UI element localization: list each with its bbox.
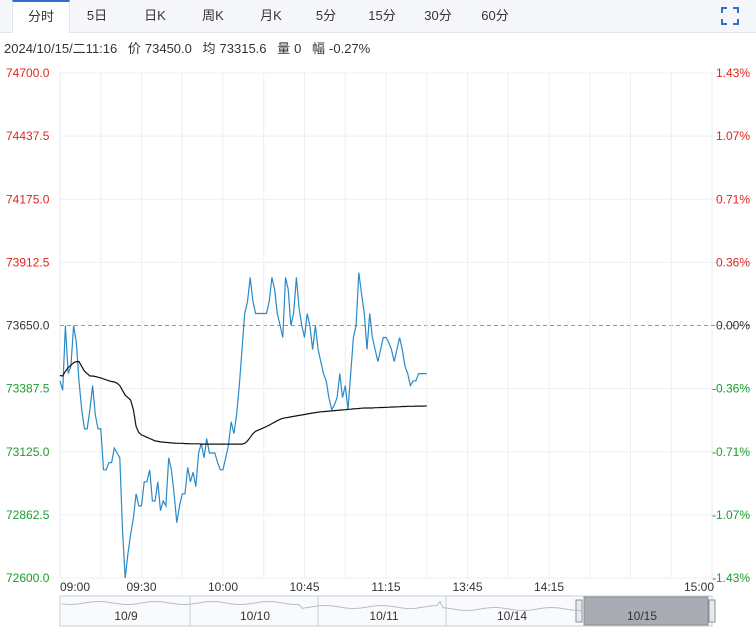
price-label: 价: [127, 41, 141, 56]
y-tick-left: 74175.0: [6, 192, 50, 206]
y-tick-left: 73125.0: [6, 445, 50, 459]
y-tick-right: -1.07%: [712, 508, 750, 522]
tab-3[interactable]: 周K: [202, 8, 224, 23]
navigator-handle-right[interactable]: [708, 599, 716, 623]
tab-2[interactable]: 日K: [144, 8, 166, 23]
x-tick-label: 13:45: [452, 580, 482, 594]
x-tick-label: 10:45: [289, 580, 319, 594]
navigator-mini-trend: [61, 600, 581, 612]
x-tick-label: 11:15: [371, 580, 400, 594]
tab-0[interactable]: 分时: [12, 0, 70, 33]
tab-4[interactable]: 月K: [260, 8, 282, 23]
tab-6[interactable]: 15分: [368, 8, 396, 23]
tab-1[interactable]: 5日: [86, 8, 108, 23]
navigator-selection[interactable]: [583, 596, 709, 626]
volume-label: 量: [277, 41, 291, 56]
y-tick-left: 72862.5: [6, 508, 50, 522]
navigator-date-label: 10/10: [240, 609, 270, 623]
x-tick-label: 09:00: [60, 580, 90, 594]
y-tick-left: 73912.5: [6, 255, 50, 269]
y-tick-left: 72600.0: [6, 571, 50, 585]
y-tick-right: 1.07%: [716, 129, 750, 143]
navigator-date-label: 10/14: [497, 609, 527, 623]
y-tick-left: 73650.0: [6, 319, 50, 333]
navigator-date-label: 10/9: [114, 609, 138, 623]
price-value: 73450.0: [144, 41, 192, 56]
avg-value: 73315.6: [219, 41, 267, 56]
expand-icon[interactable]: [720, 6, 740, 26]
y-tick-right: -1.43%: [712, 571, 750, 585]
tab-7[interactable]: 30分: [424, 8, 452, 23]
x-tick-label: 09:30: [126, 580, 156, 594]
range-label: 幅: [312, 41, 326, 56]
navigator-date-label: 10/11: [369, 609, 398, 623]
tab-8[interactable]: 60分: [481, 8, 509, 23]
navigator-date-label: 10/15: [627, 609, 657, 623]
x-tick-label: 10:00: [208, 580, 238, 594]
y-tick-right: -0.36%: [712, 382, 750, 396]
y-tick-right: 0.71%: [716, 192, 750, 206]
y-tick-right: -0.71%: [712, 445, 750, 459]
volume-value: 0: [294, 41, 302, 56]
range-value: -0.27%: [329, 41, 371, 56]
quote-datetime: 2024/10/15/二11:16: [4, 41, 118, 56]
tab-5[interactable]: 5分: [315, 8, 337, 23]
y-tick-left: 74700.0: [6, 66, 50, 80]
y-tick-right: 0.36%: [716, 255, 750, 269]
x-tick-label: 15:00: [684, 580, 714, 594]
y-tick-left: 74437.5: [6, 129, 50, 143]
avg-label: 均: [202, 41, 216, 56]
x-tick-label: 14:15: [534, 580, 564, 594]
period-tabs: 分时 5日 日K 周K 月K 5分 15分 30分 60分: [0, 0, 756, 33]
y-tick-right: 0.00%: [716, 319, 750, 333]
price-line: [59, 272, 427, 579]
y-tick-left: 73387.5: [6, 382, 50, 396]
average-price-line: [59, 361, 427, 445]
y-tick-right: 1.43%: [716, 66, 750, 80]
